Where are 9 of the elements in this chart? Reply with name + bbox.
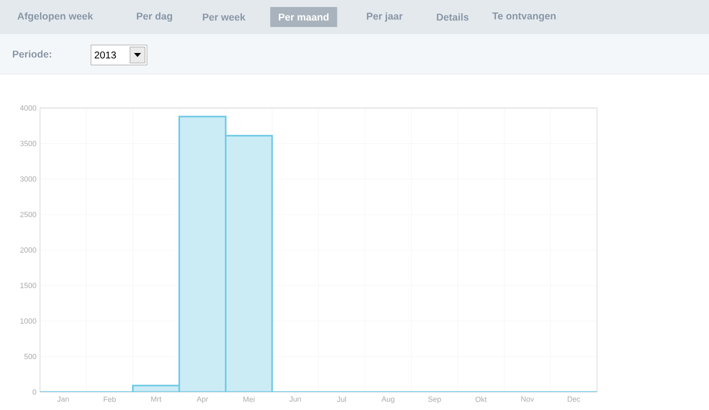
text: Per maand [278,13,328,21]
text: Details [436,13,468,21]
text: Te ontvangen [492,12,556,22]
text: 2013 [94,51,116,59]
text: Per week [202,13,246,21]
text: Afgelopen week [17,12,94,22]
text: Per dag [136,12,172,22]
text: Per jaar [366,12,403,22]
text: Periode: [12,50,52,58]
